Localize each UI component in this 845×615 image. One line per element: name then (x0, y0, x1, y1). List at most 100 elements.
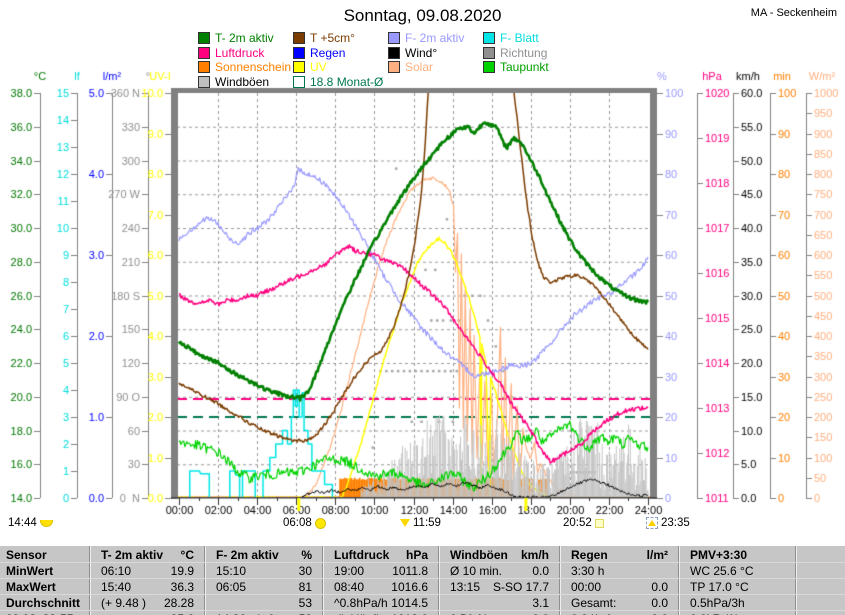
legend-label: F- 2m aktiv (405, 31, 465, 46)
cell-value: 0.0 (651, 611, 668, 615)
cell-text: 13:15 (450, 580, 481, 594)
table-cell (795, 579, 845, 595)
legend-item-9: UV (293, 60, 388, 75)
cell-value: km/h (520, 548, 549, 562)
station-label: MA - Seckenheim (750, 7, 837, 19)
row-label: Sensor (6, 548, 47, 562)
chart-legend: T- 2m aktiv T +5cm° F- 2m aktiv F- Blatt Luf… (198, 31, 603, 89)
table-cell: 0.0 l/m² 0.0 (559, 611, 678, 615)
legend-item-2: F- 2m aktiv (388, 31, 483, 46)
legend-label: 18.8 Monat-Ø (310, 74, 384, 89)
table-cell: 19:00 1011.8 (322, 563, 438, 579)
table-cell: TP 17.0 °C (678, 579, 795, 595)
legend-item-11: Taupunkt (483, 60, 603, 75)
legend-item-7: Richtung (483, 46, 603, 61)
table-column-separator (559, 546, 561, 615)
legend-label: T +5cm° (310, 31, 355, 46)
moonset-time-label: 14:44 (8, 517, 37, 529)
cell-text: 06:10 (101, 564, 132, 578)
table-cell: 08:40 1016.6 (322, 579, 438, 595)
table-cell: 00:00 0.0 (559, 579, 678, 595)
legend-color-box (293, 46, 305, 59)
table-row-Durchschnitt: Durchschnitt (+ 9.48 ) 28.28 53 ^0.8hPa/h 101… (0, 595, 845, 611)
legend-label: F- Blatt (500, 31, 539, 46)
table-cell: 53 (204, 595, 322, 611)
table-cell: 0.5hPa/3h (678, 595, 795, 611)
cell-text: 15:10 (216, 564, 247, 578)
legend-item-1: T +5cm° (293, 31, 388, 46)
legend-item-6: Wind° (388, 46, 483, 61)
table-cell: 15:10 30 (204, 563, 322, 579)
sunset-time-label: 20:52 (563, 517, 592, 529)
cell-value: 0.0 (532, 564, 549, 578)
table-cell: 13:15 S-SO 17.7 (438, 579, 559, 595)
table-cell (795, 595, 845, 611)
moonrise-time-label: 23:35 (661, 517, 690, 529)
moonset-time-marker: 14:44 (8, 517, 56, 529)
cell-value: °C (180, 548, 194, 562)
table-row-MinWert: MinWert 06:10 19.9 15:10 30 19:00 1011.8 Ø 10 m… (0, 563, 845, 579)
weather-chart-canvas (0, 0, 845, 545)
cell-value: 1016.6 (391, 580, 428, 594)
table-row-separator (0, 594, 845, 595)
cell-value: 19.9 (170, 564, 194, 578)
legend-color-box (483, 46, 495, 59)
table-cell: Ø 10 min. 0.0 (438, 563, 559, 579)
table-cell: ^0.8hPa/h 1014.5 (322, 595, 438, 611)
cell-value: l/m² (646, 548, 668, 562)
cell-text: 14.86 g/m³ (216, 611, 273, 615)
legend-item-12: Windböen (198, 75, 293, 90)
cell-text: (+ 9.48 ) (101, 596, 147, 610)
legend-item-4: Luftdruck (198, 46, 293, 61)
table-column-separator (678, 546, 680, 615)
sensor-summary-table: Sensor T- 2m aktiv °C F- 2m aktiv% Luftdruck… (0, 545, 845, 615)
legend-item-3: F- Blatt (483, 31, 603, 46)
sunrise-time-label: 06:08 (283, 517, 312, 529)
cell-value: 1014.5 (391, 596, 428, 610)
cell-value: 81 (298, 580, 312, 594)
page-title: Sonntag, 09.08.2020 (343, 6, 502, 25)
legend-color-box (198, 46, 210, 59)
table-column-separator (795, 546, 797, 615)
cell-text: F- 2m aktiv (216, 548, 279, 562)
cell-text: Windböen (450, 548, 508, 562)
table-column-separator (89, 546, 91, 615)
sun-icon (314, 517, 326, 529)
row-label: MinWert (6, 564, 54, 578)
legend-label: Richtung (500, 45, 548, 60)
cell-text: rückläufig (334, 611, 385, 615)
moonrise-time-marker: 23:35 (643, 517, 690, 529)
cell-text: 00:00 (571, 580, 602, 594)
legend-label: Solar (405, 60, 434, 75)
legend-label: T- 2m aktiv (215, 31, 274, 46)
legend-label: Taupunkt (500, 60, 549, 75)
legend-color-box (388, 46, 400, 59)
table-row-MaxWert: MaxWert 15:40 36.3 06:05 81 08:40 1016.6 13:15 S… (0, 579, 845, 595)
cell-text: WC 25.6 °C (690, 564, 754, 578)
cell-text: 0.0l R./1h (690, 611, 741, 615)
table-cell: T- 2m aktiv °C (89, 547, 204, 563)
legend-label: Wind° (405, 45, 438, 60)
table-cell: 0.0l R./1h (678, 611, 795, 615)
cell-value: S-SO 17.7 (492, 580, 549, 594)
cell-text: 08:40 (334, 580, 365, 594)
cell-text: T- 2m aktiv (101, 548, 164, 562)
legend-color-box (388, 32, 400, 45)
sun-down-arrow-icon (400, 519, 410, 527)
table-cell: 3.1 (438, 595, 559, 611)
cell-value: 0.0 (651, 596, 668, 610)
sun-square-icon (594, 518, 604, 528)
cell-value: hPa (405, 548, 428, 562)
legend-color-box (198, 61, 210, 74)
cell-text: 3:30 h (571, 564, 605, 578)
legend-color-box (198, 75, 210, 88)
table-row-Sensor: Sensor T- 2m aktiv °C F- 2m aktiv% Luftdruck… (0, 547, 845, 563)
legend-color-box (293, 32, 305, 45)
table-cell: Luftdruck hPa (322, 547, 438, 563)
legend-label: Windböen (215, 74, 270, 89)
table-cell (795, 563, 845, 579)
legend-label: Sonnenschein (215, 60, 292, 75)
table-cell: Regen l/m² (559, 547, 678, 563)
cell-text: 06:05 (216, 580, 247, 594)
legend-color-box (198, 32, 210, 45)
